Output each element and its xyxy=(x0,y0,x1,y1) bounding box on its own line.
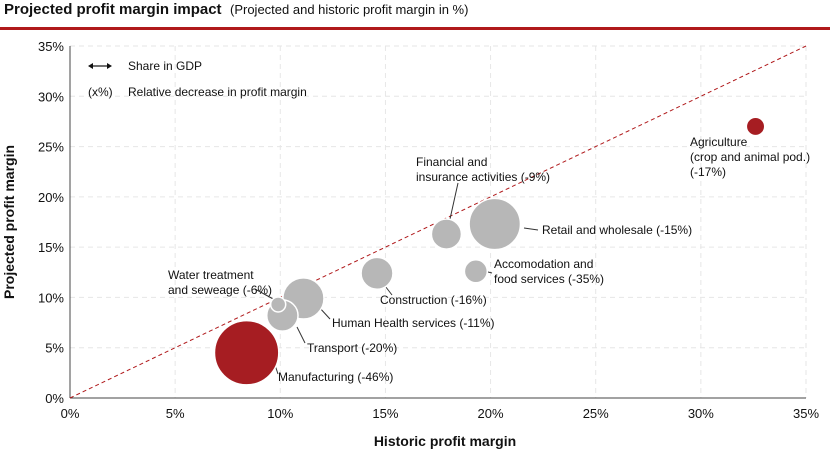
y-tick-label: 20% xyxy=(38,190,64,205)
legend: Share in GDP (x%) Relative decrease in p… xyxy=(88,59,307,99)
y-axis-title: Projected profit margin xyxy=(1,145,17,299)
x-tick-label: 15% xyxy=(372,406,398,421)
y-tick-label: 25% xyxy=(38,140,64,155)
bubble-label: Manufacturing (-46%) xyxy=(278,370,393,384)
bubble-label: Construction (-16%) xyxy=(380,293,487,307)
x-tick-label: 30% xyxy=(688,406,714,421)
x-tick-label: 5% xyxy=(166,406,185,421)
bubble-point xyxy=(269,296,287,313)
y-tick-label: 10% xyxy=(38,290,64,305)
bubble-label: Transport (-20%) xyxy=(307,341,397,355)
bubble-point xyxy=(468,197,522,251)
legend-share-label: Share in GDP xyxy=(128,59,202,73)
bubble-labels: Agriculture(crop and animal pod.)(-17%) F… xyxy=(168,135,810,384)
double-arrow-icon xyxy=(88,63,112,69)
grid-lines xyxy=(69,45,807,399)
bubble-label: (crop and animal pod.) xyxy=(690,150,810,164)
bubble-point xyxy=(430,218,463,250)
y-tick-label: 30% xyxy=(38,89,64,104)
bubble-label: Agriculture xyxy=(690,135,748,149)
chart-header: Projected profit margin impact (Projecte… xyxy=(4,1,468,19)
chart-title: Projected profit margin impact xyxy=(4,1,222,18)
bubble-point xyxy=(463,259,489,284)
bubble-point xyxy=(745,116,766,137)
label-leader-line xyxy=(523,227,539,231)
label-leader-line xyxy=(254,288,276,301)
label-leader-line xyxy=(449,182,459,220)
x-tick-label: 10% xyxy=(267,406,293,421)
x-axis-title: Historic profit margin xyxy=(374,433,516,449)
legend-decrease-symbol: (x%) xyxy=(88,85,113,99)
bubble-label: food services (-35%) xyxy=(494,272,604,286)
bubble-label: and seweage (-6%) xyxy=(168,283,272,297)
y-tick-label: 35% xyxy=(38,39,64,54)
bubble-label: Water treatment xyxy=(168,268,254,282)
x-tick-label: 25% xyxy=(583,406,609,421)
chart-subtitle: (Projected and historic profit margin in… xyxy=(230,2,469,17)
bubble-label: Human Health services (-11%) xyxy=(332,316,495,330)
bubble-label: Retail and wholesale (-15%) xyxy=(542,223,692,237)
y-tick-label: 0% xyxy=(45,391,64,406)
bubble-label: (-17%) xyxy=(690,165,726,179)
bubble-point xyxy=(360,256,394,290)
x-tick-label: 35% xyxy=(793,406,819,421)
y-tick-label: 5% xyxy=(45,341,64,356)
axis-ticks: 0%0% 5% 5% 10% 10% 15% 15% 20% 20% 25% 25% 30% 30% 35… xyxy=(38,39,819,421)
x-tick-label: 0% xyxy=(61,406,80,421)
label-leader-line xyxy=(296,326,306,344)
bubbles xyxy=(213,116,766,386)
bubble-label: Accomodation and xyxy=(494,257,593,271)
bubble-point xyxy=(213,319,280,386)
bubble-label: insurance activities (-9%) xyxy=(416,170,550,184)
title-divider xyxy=(0,27,830,30)
y-tick-label: 15% xyxy=(38,240,64,255)
x-tick-label: 20% xyxy=(478,406,504,421)
bubble-label: Financial and xyxy=(416,155,487,169)
legend-decrease-label: Relative decrease in profit margin xyxy=(128,85,307,99)
